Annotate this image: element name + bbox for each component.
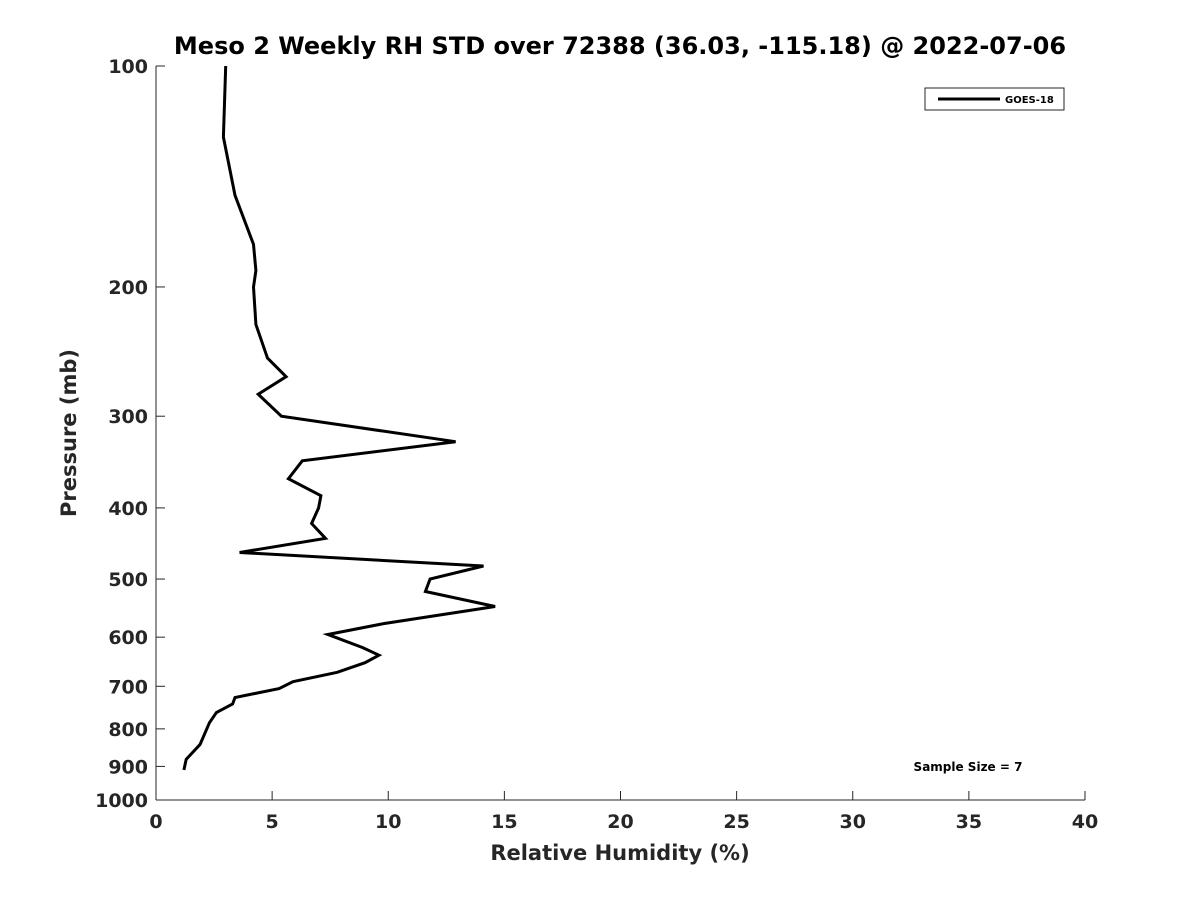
x-tick-label: 20: [607, 811, 633, 833]
y-tick-label: 600: [108, 627, 148, 649]
y-tick-label: 700: [108, 676, 148, 698]
y-tick-label: 900: [108, 756, 148, 778]
y-axis-ticks: 100 200 300 400 500 600 700 800 900 1000: [95, 56, 165, 812]
x-tick-label: 30: [840, 811, 866, 833]
x-tick-label: 35: [956, 811, 982, 833]
series-line-goes-18: [182, 65, 496, 771]
x-tick-label: 15: [491, 811, 517, 833]
y-axis-label: Pressure (mb): [57, 349, 81, 517]
series-layer: [182, 65, 496, 771]
sample-size-annotation: Sample Size = 7: [914, 760, 1023, 774]
x-axis-ticks: 0 5 10 15 20 25 30 35 40: [149, 791, 1098, 833]
y-tick-label: 100: [108, 56, 148, 78]
x-tick-label: 5: [266, 811, 279, 833]
x-tick-label: 25: [723, 811, 749, 833]
y-tick-label: 300: [108, 406, 148, 428]
y-tick-label: 400: [108, 498, 148, 520]
chart-title: Meso 2 Weekly RH STD over 72388 (36.03, …: [174, 32, 1066, 60]
legend-label-goes-18: GOES-18: [1005, 95, 1054, 106]
y-tick-label: 1000: [95, 790, 148, 812]
y-tick-label: 800: [108, 719, 148, 741]
axes: 0 5 10 15 20 25 30 35 40 100 200 300 400 500 600 700 80…: [95, 56, 1098, 833]
y-tick-label: 200: [108, 277, 148, 299]
x-tick-label: 0: [149, 811, 162, 833]
x-tick-label: 40: [1072, 811, 1098, 833]
legend: GOES-18: [924, 87, 1065, 111]
x-tick-label: 10: [375, 811, 401, 833]
x-axis-label: Relative Humidity (%): [490, 841, 749, 865]
y-tick-label: 500: [108, 569, 148, 591]
